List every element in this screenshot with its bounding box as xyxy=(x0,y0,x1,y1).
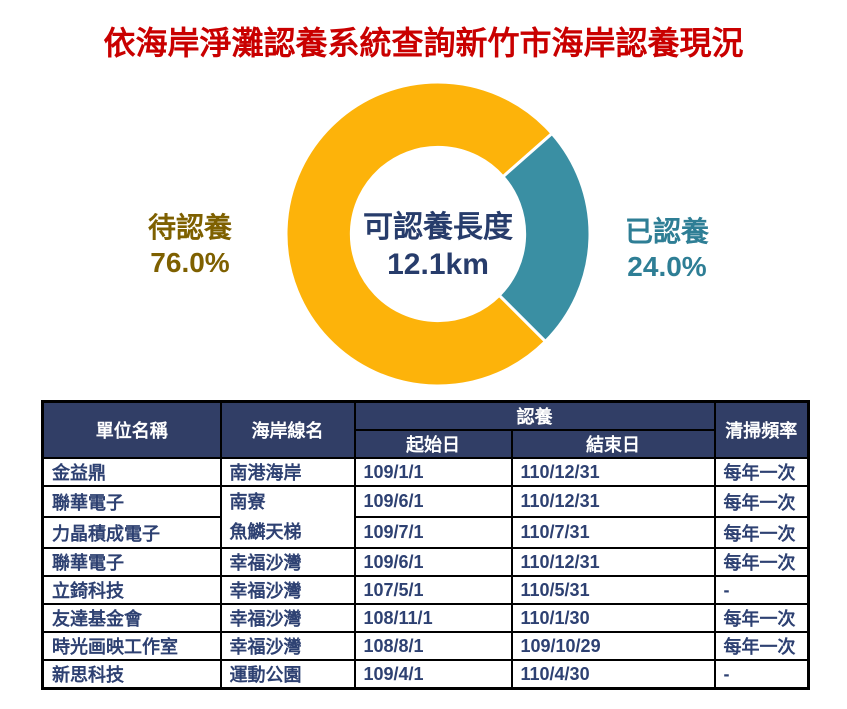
table-row: 聯華電子 幸福沙灣 109/6/1 110/12/31 每年一次 xyxy=(41,547,810,577)
table-row: 時光画映工作室 幸福沙灣 108/8/1 109/10/29 每年一次 xyxy=(41,631,810,661)
donut-slice-已認養 xyxy=(497,131,592,344)
cell-unit-name: 新思科技 xyxy=(41,659,222,690)
cell-frequency: - xyxy=(713,575,810,605)
col-header-frequency: 清掃頻率 xyxy=(713,400,810,459)
cell-end-date: 110/12/31 xyxy=(510,485,716,518)
legend-adopted: 已認養 24.0% xyxy=(562,214,772,284)
table-row: 友達基金會 幸福沙灣 108/11/1 110/1/30 每年一次 xyxy=(41,603,810,633)
cell-unit-name: 聯華電子 xyxy=(41,485,222,518)
cell-unit-name: 聯華電子 xyxy=(41,547,222,577)
table-row: 新思科技 運動公園 109/4/1 110/4/30- xyxy=(41,659,810,690)
legend-pending-percent: 76.0% xyxy=(150,247,230,278)
cell-end-date: 110/1/30 xyxy=(510,603,716,633)
cell-start-date: 109/1/1 xyxy=(353,457,513,487)
cell-frequency: - xyxy=(713,659,810,690)
cell-start-date: 109/6/1 xyxy=(353,485,513,518)
cell-coastline: 幸福沙灣 xyxy=(219,575,356,605)
table-row: 力晶積成電子 109/7/1 110/7/31 每年一次 xyxy=(41,516,810,549)
cell-start-date: 109/6/1 xyxy=(353,547,513,577)
legend-adopted-label: 已認養 xyxy=(624,216,709,247)
adoption-table-body: 金益鼎 南港海岸 109/1/1 110/12/31 每年一次 聯華電子 南寮 魚鱗天梯 109… xyxy=(41,457,810,690)
cell-unit-name: 友達基金會 xyxy=(41,603,222,633)
donut-chart xyxy=(284,80,592,388)
cell-end-date: 110/5/31 xyxy=(510,575,716,605)
cell-coastline: 幸福沙灣 xyxy=(219,631,356,661)
table-row: 金益鼎 南港海岸 109/1/1 110/12/31 每年一次 xyxy=(41,457,810,487)
cell-end-date: 110/12/31 xyxy=(510,457,716,487)
col-header-end-date: 結束日 xyxy=(510,429,716,459)
header-row-sub: 起始日 結束日 xyxy=(43,429,809,459)
legend-pending-label: 待認養 xyxy=(147,212,232,243)
col-header-adoption-group: 認養 xyxy=(353,400,716,431)
cell-start-date: 108/11/1 xyxy=(353,603,513,633)
legend-adopted-percent: 24.0% xyxy=(627,251,707,282)
cell-start-date: 109/4/1 xyxy=(353,659,513,690)
coastline-line: 魚鱗天梯 xyxy=(229,522,302,542)
cell-coastline: 幸福沙灣 xyxy=(219,603,356,633)
cell-end-date: 110/4/30 xyxy=(510,659,716,690)
cell-coastline-merged: 南寮 魚鱗天梯 xyxy=(219,485,356,549)
cell-frequency: 每年一次 xyxy=(713,485,810,518)
cell-frequency: 每年一次 xyxy=(713,547,810,577)
cell-start-date: 107/5/1 xyxy=(353,575,513,605)
cell-frequency: 每年一次 xyxy=(713,457,810,487)
cell-coastline: 南港海岸 xyxy=(219,457,356,487)
page-title: 依海岸淨灘認養系統查詢新竹市海岸認養現況 xyxy=(103,25,744,61)
cell-end-date: 109/10/29 xyxy=(510,631,716,661)
cell-end-date: 110/7/31 xyxy=(510,516,716,549)
donut-chart-area: 待認養 76.0% 可認養長度 12.1km 已認養 24.0% xyxy=(0,64,847,394)
col-header-start-date: 起始日 xyxy=(353,429,513,459)
cell-frequency: 每年一次 xyxy=(713,631,810,661)
donut-slice-待認養 xyxy=(284,80,555,388)
cell-start-date: 108/8/1 xyxy=(353,631,513,661)
donut-center-label: 可認養長度 12.1km xyxy=(338,209,538,283)
cell-unit-name: 金益鼎 xyxy=(41,457,222,487)
table-row: 立錡科技 幸福沙灣 107/5/1 110/5/31- xyxy=(41,575,810,605)
header-row-group: 單位名稱 海岸線名 認養 清掃頻率 xyxy=(41,400,810,459)
cell-unit-name: 時光画映工作室 xyxy=(41,631,222,661)
cell-start-date: 109/7/1 xyxy=(353,516,513,549)
center-label-text: 可認養長度 xyxy=(363,211,513,244)
cell-end-date: 110/12/31 xyxy=(510,547,716,577)
cell-coastline: 運動公園 xyxy=(219,659,356,690)
cell-frequency: 每年一次 xyxy=(713,603,810,633)
cell-frequency: 每年一次 xyxy=(713,516,810,549)
col-header-unit-name: 單位名稱 xyxy=(41,400,222,459)
cell-coastline: 幸福沙灣 xyxy=(219,547,356,577)
table-row: 聯華電子 南寮 魚鱗天梯 109/6/1 110/12/31 每年一次 xyxy=(41,485,810,549)
coastline-line: 南寮 xyxy=(229,492,266,512)
cell-unit-name: 力晶積成電子 xyxy=(41,516,222,549)
legend-pending: 待認養 76.0% xyxy=(85,210,295,280)
center-value-text: 12.1km xyxy=(387,248,489,281)
cell-unit-name: 立錡科技 xyxy=(41,575,222,605)
col-header-coastline: 海岸線名 xyxy=(219,400,356,459)
adoption-table: 單位名稱 海岸線名 認養 清掃頻率 起始日 結束日 金益鼎 南港海岸 109/1/1… xyxy=(41,400,810,690)
